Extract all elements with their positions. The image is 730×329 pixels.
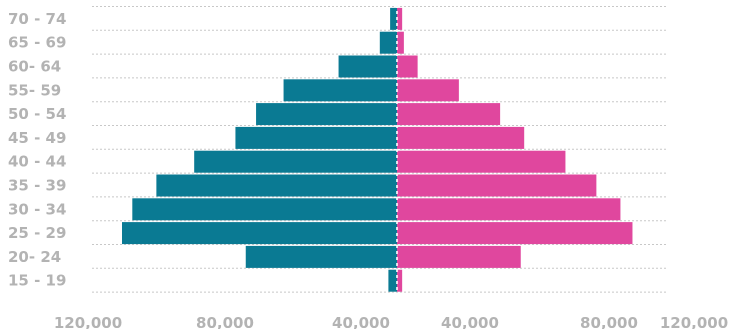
bar-left	[338, 55, 397, 78]
category-label: 65 - 69	[8, 34, 66, 52]
bar-right	[397, 245, 521, 268]
category-label: 30 - 34	[8, 200, 66, 218]
bars	[122, 7, 633, 292]
x-tick-label: 40,000	[332, 314, 390, 329]
category-label: 35 - 39	[8, 177, 66, 195]
bar-left	[194, 150, 397, 173]
bar-right	[397, 31, 404, 54]
bar-right	[397, 7, 403, 30]
bar-left	[388, 269, 397, 292]
category-label: 55- 59	[8, 81, 61, 99]
x-tick-label: 80,000	[580, 314, 638, 329]
category-label: 50 - 54	[8, 105, 66, 123]
bar-left	[122, 222, 397, 245]
bar-left	[132, 198, 397, 221]
x-tick-label: 80,000	[196, 314, 254, 329]
bar-left	[256, 103, 397, 126]
x-tick-label: 120,000	[54, 314, 122, 329]
bar-left	[245, 245, 397, 268]
category-label: 15 - 19	[8, 272, 66, 290]
bar-right	[397, 126, 525, 149]
bar-right	[397, 269, 403, 292]
bar-right	[397, 222, 633, 245]
x-tick-label: 40,000	[441, 314, 499, 329]
bar-left	[283, 79, 397, 102]
bar-left	[379, 31, 397, 54]
bar-left	[156, 174, 397, 197]
x-axis-ticks: 120,000 80,000 40,000 40,000 80,000 120,000	[54, 314, 728, 329]
bar-right	[397, 150, 566, 173]
category-label: 45 - 49	[8, 129, 66, 147]
category-label: 25 - 29	[8, 224, 66, 242]
bar-right	[397, 174, 597, 197]
category-label: 40 - 44	[8, 153, 66, 171]
bar-left	[390, 7, 397, 30]
bar-right	[397, 55, 418, 78]
bar-right	[397, 198, 621, 221]
bar-left	[235, 126, 397, 149]
category-label: 20- 24	[8, 248, 61, 266]
bar-right	[397, 79, 459, 102]
grid-lines	[92, 6, 668, 293]
category-label: 60- 64	[8, 58, 61, 76]
x-tick-label: 120,000	[660, 314, 728, 329]
category-labels: 70 - 74 65 - 69 60- 64 55- 59 50 - 54 45 - 49…	[8, 10, 66, 290]
bar-right	[397, 103, 501, 126]
category-label: 70 - 74	[8, 10, 66, 28]
